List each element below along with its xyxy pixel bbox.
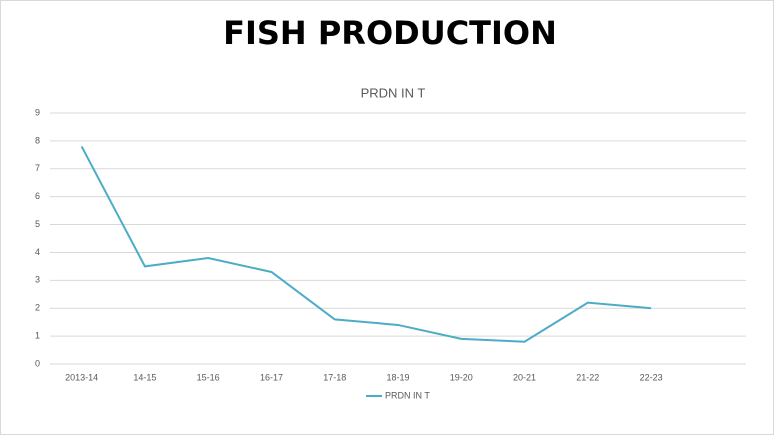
chart-subtitle: PRDN IN T — [361, 85, 426, 100]
x-tick-label: 16-17 — [260, 372, 283, 382]
x-tick-label: 19-20 — [450, 372, 473, 382]
chart-title: FISH PRODUCTION — [223, 14, 557, 52]
y-tick-label: 7 — [35, 163, 40, 173]
x-tick-label: 15-16 — [197, 372, 220, 382]
legend-label: PRDN IN T — [385, 390, 430, 400]
x-tick-label: 2013-14 — [65, 372, 98, 382]
y-tick-label: 4 — [35, 247, 40, 257]
y-tick-label: 9 — [35, 107, 40, 117]
y-tick-label: 1 — [35, 330, 40, 340]
x-tick-label: 17-18 — [323, 372, 346, 382]
x-tick-label: 14-15 — [133, 372, 156, 382]
y-tick-label: 3 — [35, 275, 40, 285]
y-tick-label: 2 — [35, 303, 40, 313]
y-tick-label: 5 — [35, 219, 40, 229]
x-tick-label: 18-19 — [386, 372, 409, 382]
data-line — [80, 146, 652, 343]
x-tick-label: 21-22 — [576, 372, 599, 382]
y-tick-label: 8 — [35, 135, 40, 145]
y-tick-label: 6 — [35, 191, 40, 201]
x-tick-label: 20-21 — [513, 372, 536, 382]
x-tick-label: 22-23 — [640, 372, 663, 382]
y-tick-label: 0 — [35, 358, 40, 368]
